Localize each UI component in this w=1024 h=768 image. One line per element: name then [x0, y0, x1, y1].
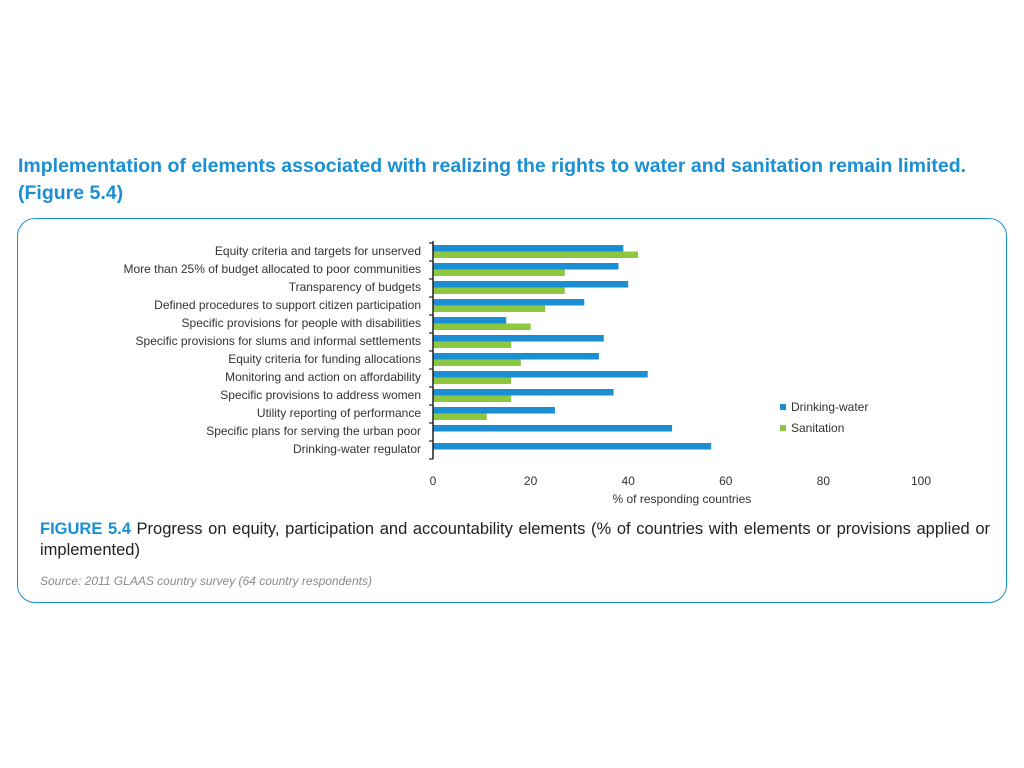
bar-drinking-water	[433, 281, 629, 288]
category-label: Monitoring and action on affordability	[225, 370, 421, 384]
category-label: Specific provisions to address women	[220, 388, 421, 402]
category-label: Specific provisions for slums and inform…	[136, 334, 421, 348]
category-labels: Equity criteria and targets for unserved…	[123, 244, 421, 456]
x-tick-label: 20	[524, 474, 538, 488]
category-label: Specific provisions for people with disa…	[182, 316, 421, 330]
bar-sanitation	[433, 359, 521, 366]
axis: 0 20 40 60 80 100 % of responding countries	[429, 241, 931, 506]
bar-drinking-water	[433, 425, 673, 432]
bar-drinking-water	[433, 263, 619, 270]
legend-label: Sanitation	[791, 421, 844, 435]
bar-drinking-water	[433, 407, 555, 414]
legend: Drinking-water Sanitation	[780, 400, 868, 435]
bar-drinking-water	[433, 299, 585, 306]
bar-chart: Equity criteria and targets for unserved…	[123, 241, 931, 506]
bar-sanitation	[433, 377, 512, 384]
x-axis-title: % of responding countries	[613, 492, 752, 506]
bar-drinking-water	[433, 443, 712, 450]
bar-sanitation	[433, 323, 531, 330]
x-tick-label: 80	[817, 474, 831, 488]
bar-drinking-water	[433, 245, 624, 252]
bar-drinking-water	[433, 353, 599, 360]
bar-sanitation	[433, 305, 546, 312]
category-label: Transparency of budgets	[289, 280, 421, 294]
category-label: Utility reporting of performance	[257, 406, 421, 420]
bar-drinking-water	[433, 317, 507, 324]
bar-sanitation	[433, 251, 638, 258]
bar-drinking-water	[433, 371, 648, 378]
bars	[433, 245, 712, 450]
legend-swatch	[780, 404, 786, 410]
legend-swatch	[780, 425, 786, 431]
source-note: Source: 2011 GLAAS country survey (64 co…	[40, 574, 372, 588]
headline: Implementation of elements associated wi…	[18, 155, 967, 204]
figure-label: FIGURE 5.4	[40, 520, 131, 538]
x-tick-label: 100	[911, 474, 931, 488]
figure-caption: FIGURE 5.4 Progress on equity, participa…	[40, 519, 990, 561]
bar-sanitation	[433, 395, 512, 402]
category-label: Equity criteria and targets for unserved	[215, 244, 421, 258]
category-label: More than 25% of budget allocated to poo…	[123, 262, 421, 276]
category-label: Specific plans for serving the urban poo…	[206, 424, 421, 438]
bar-sanitation	[433, 341, 512, 348]
category-label: Equity criteria for funding allocations	[228, 352, 421, 366]
category-label: Defined procedures to support citizen pa…	[154, 298, 421, 312]
bar-sanitation	[433, 269, 565, 276]
bar-drinking-water	[433, 335, 604, 342]
bar-sanitation	[433, 287, 565, 294]
x-tick-label: 60	[719, 474, 733, 488]
figure-panel: Equity criteria and targets for unserved…	[17, 218, 1007, 603]
legend-label: Drinking-water	[791, 400, 868, 414]
x-tick-label: 0	[430, 474, 437, 488]
caption-text: Progress on equity, participation and ac…	[40, 520, 990, 559]
bar-sanitation	[433, 413, 487, 420]
x-tick-label: 40	[622, 474, 636, 488]
category-label: Drinking-water regulator	[293, 442, 421, 456]
bar-drinking-water	[433, 389, 614, 396]
